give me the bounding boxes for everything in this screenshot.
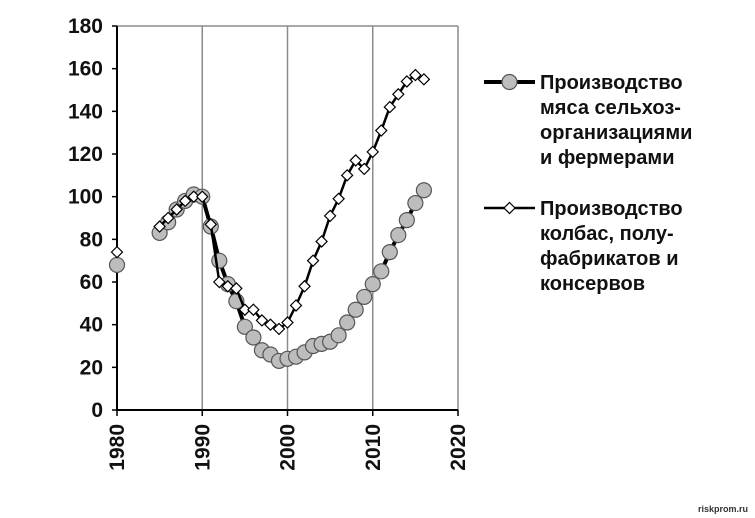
series-2-point-1999: [272, 322, 286, 336]
series-1-point-1995: [236, 318, 253, 335]
series-1-point-2016: [415, 182, 432, 199]
x-tick-label-2000: 2000: [277, 424, 300, 471]
series-2-point-1980: [110, 245, 124, 259]
series-1-point-2009: [356, 288, 373, 306]
legend-item-1: Производство мяса сельхоз-организациями и …: [484, 72, 692, 169]
y-tick-label-60: 60: [80, 271, 103, 294]
series-2-point-2002: [298, 279, 311, 293]
series-2-point-2014: [400, 75, 414, 88]
series-1-point-1980: [108, 256, 126, 274]
series-2-point-2007: [340, 168, 354, 182]
series-2-point-1986: [161, 211, 175, 225]
y-tick-label-40: 40: [80, 314, 103, 337]
series-2-point-1992: [212, 275, 226, 289]
series-1-point-2008: [347, 301, 364, 318]
series-2-point-2005: [323, 209, 337, 223]
series-2-point-2012: [383, 100, 397, 114]
series-1-point-2006: [330, 327, 347, 344]
series-1: [108, 182, 432, 370]
series-layer: [108, 68, 432, 370]
y-tick-label-120: 120: [68, 143, 103, 166]
legend-label-1-line-3: организациями: [540, 122, 692, 144]
legend-label-1-line-2: мяса сельхоз-: [540, 97, 681, 119]
x-tick-label-1990: 1990: [191, 424, 214, 471]
series-2: [110, 68, 431, 336]
series-1-point-2011: [373, 263, 390, 280]
legend-marker-2: [503, 201, 516, 215]
series-2-point-1995: [238, 303, 252, 317]
grid-layer: [117, 25, 459, 410]
watermark: riskprom.ru: [698, 504, 748, 514]
legend-label-2-line-4: консервов: [540, 273, 645, 295]
series-2-point-1996: [247, 303, 260, 317]
series-2-point-2011: [374, 124, 388, 137]
legend-label-1-line-1: Производство: [540, 72, 683, 94]
legend-label-2-line-1: Производство: [540, 198, 683, 220]
series-2-point-1998: [264, 318, 277, 332]
series-2-point-2015: [409, 68, 422, 82]
series-1-point-2014: [398, 212, 415, 229]
series-1-point-2012: [381, 244, 398, 261]
axes: 0 20 40 60 80 100 120 140 160 180 1980 1990 2000 2010…: [68, 15, 470, 471]
legend: Производство мяса сельхоз-организациями и …: [484, 72, 692, 295]
series-1-point-2013: [390, 226, 407, 244]
x-tick-label-2020: 2020: [447, 424, 470, 471]
y-tick-label-100: 100: [68, 186, 103, 209]
series-2-point-2001: [289, 299, 303, 312]
series-2-point-1997: [255, 314, 269, 327]
series-2-point-1989: [187, 190, 201, 204]
series-2-point-2010: [366, 145, 380, 159]
y-tick-label-160: 160: [68, 58, 103, 81]
series-1-point-2007: [339, 314, 356, 331]
series-2-point-2008: [349, 154, 363, 167]
y-tick-label-140: 140: [68, 100, 103, 123]
legend-label-2-line-3: фабрикатов и: [540, 248, 679, 270]
series-2-point-2000: [281, 316, 294, 329]
series-2-point-2009: [357, 162, 371, 176]
series-1-point-2015: [407, 194, 424, 212]
series-2-point-2004: [315, 235, 328, 248]
x-tick-label-2010: 2010: [362, 424, 385, 471]
series-2-point-1990: [195, 190, 209, 204]
series-2-point-2006: [332, 192, 345, 206]
series-1-point-1996: [245, 329, 262, 346]
legend-label-2-line-2: колбас, полу-: [540, 223, 674, 245]
series-2-point-2013: [391, 87, 405, 101]
series-2-point-1994: [230, 282, 243, 295]
series-1-point-2010: [364, 276, 381, 293]
legend-item-2: Производство колбас, полу-фабрикатов и кон…: [484, 198, 683, 295]
y-tick-label-80: 80: [80, 228, 103, 251]
series-2-point-1993: [221, 279, 235, 293]
x-tick-label-1980: 1980: [106, 424, 129, 471]
legend-marker-1: [501, 73, 518, 91]
legend-label-1-line-4: и фермерами: [540, 147, 675, 169]
series-2-point-1988: [178, 194, 192, 208]
series-2-point-2016: [417, 72, 431, 86]
y-tick-label-20: 20: [80, 356, 103, 379]
series-1-point-1992: [211, 252, 228, 269]
series-2-point-1987: [170, 203, 184, 216]
series-2-point-1991: [204, 218, 218, 231]
series-2-point-2003: [306, 254, 320, 268]
series-2-point-1985: [153, 220, 166, 233]
y-tick-label-180: 180: [68, 15, 103, 38]
y-tick-label-0: 0: [91, 399, 103, 422]
